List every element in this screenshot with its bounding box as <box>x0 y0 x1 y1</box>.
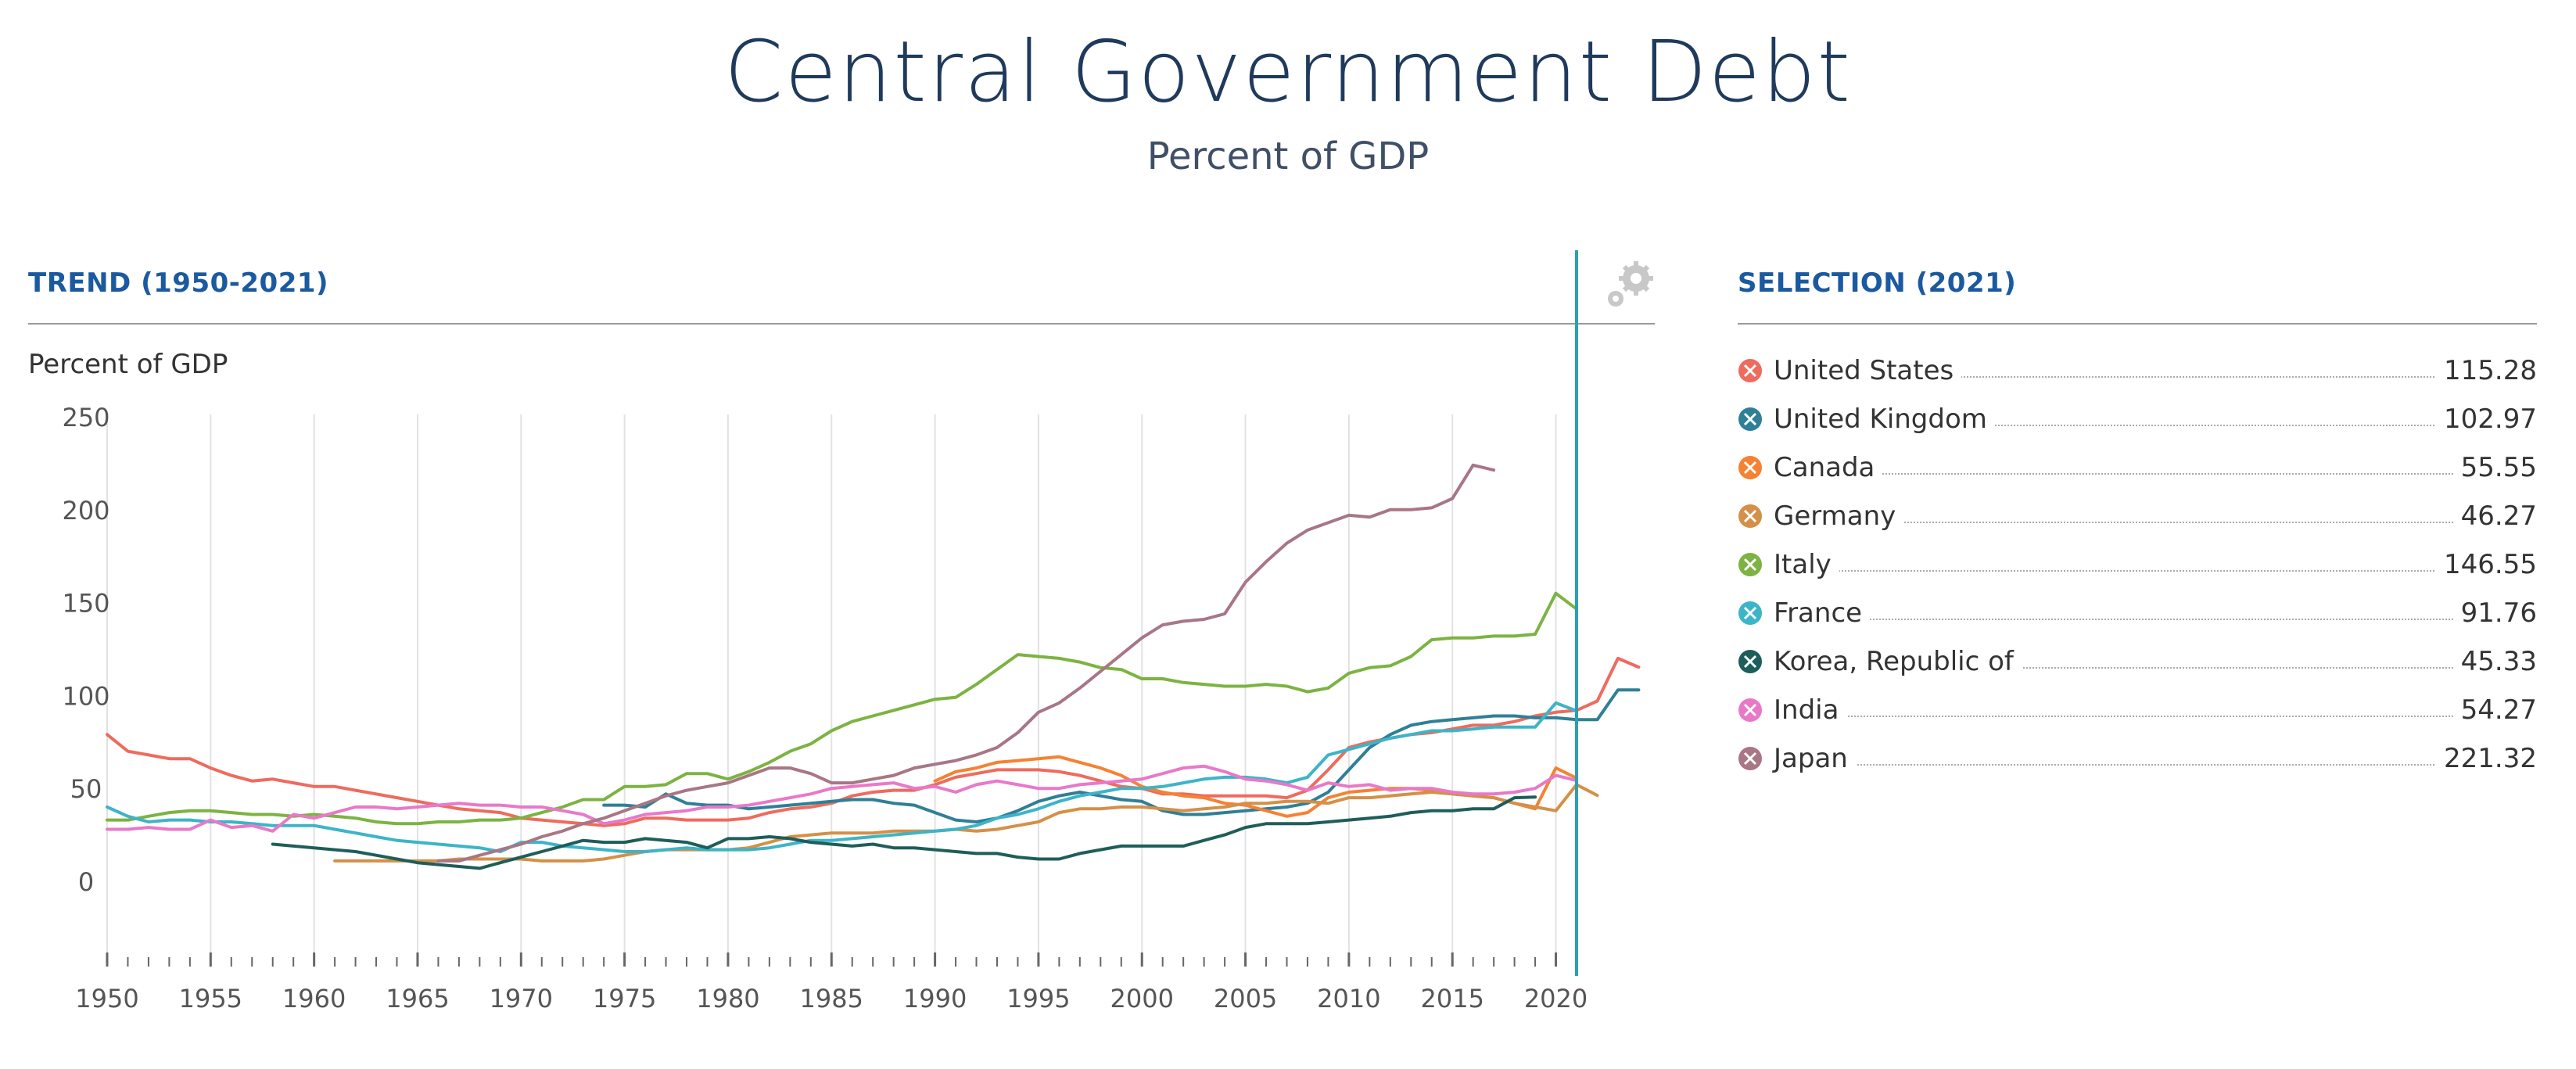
dotted-leader <box>1774 425 2537 426</box>
x-tick-label-1960: 1960 <box>282 984 346 1013</box>
series-line-united-kingdom <box>602 688 1641 823</box>
x-tick-label-2000: 2000 <box>1110 984 1174 1013</box>
x-tick-label-2020: 2020 <box>1524 984 1588 1013</box>
remove-selection-icon[interactable] <box>1738 455 1763 480</box>
x-tick-label-2005: 2005 <box>1214 984 1277 1013</box>
dotted-leader <box>1774 667 2537 669</box>
y-tick-label-200: 200 <box>62 496 109 526</box>
series-line-germany <box>333 783 1599 863</box>
dotted-leader <box>1774 473 2537 475</box>
remove-selection-icon[interactable] <box>1738 358 1763 383</box>
selection-panel-rule <box>1738 323 2537 325</box>
selection-item-germany[interactable]: Germany 46.27 <box>1738 497 2537 535</box>
selection-item-united-states[interactable]: United States 115.28 <box>1738 352 2537 389</box>
selection-value: 91.76 <box>2452 594 2537 632</box>
selection-value: 115.28 <box>2436 352 2537 389</box>
selection-country-name: United States <box>1774 352 1962 389</box>
selection-item-france[interactable]: France 91.76 <box>1738 594 2537 632</box>
chart-grid <box>106 414 1557 962</box>
selection-country-name: Canada <box>1774 449 1883 486</box>
y-tick-labels: 0 50 100 150 200 250 <box>62 403 109 897</box>
selection-item-india[interactable]: India 54.27 <box>1738 691 2537 729</box>
trend-panel-rule <box>28 323 1655 325</box>
remove-selection-icon[interactable] <box>1738 601 1763 626</box>
selection-value: 102.97 <box>2436 400 2537 438</box>
series-line-india <box>106 764 1578 833</box>
x-tick-label-2010: 2010 <box>1317 984 1380 1013</box>
remove-selection-icon[interactable] <box>1738 649 1763 674</box>
remove-selection-icon[interactable] <box>1738 407 1763 432</box>
x-tick-label-1980: 1980 <box>696 984 759 1013</box>
x-tick-label-1975: 1975 <box>593 984 656 1013</box>
selection-value: 146.55 <box>2436 546 2537 583</box>
selection-item-japan[interactable]: Japan 221.32 <box>1738 740 2537 777</box>
selection-value: 221.32 <box>2436 740 2537 777</box>
remove-selection-icon[interactable] <box>1738 698 1763 723</box>
chart-series <box>106 463 1641 870</box>
selection-item-canada[interactable]: Canada 55.55 <box>1738 449 2537 486</box>
selection-item-italy[interactable]: Italy 146.55 <box>1738 546 2537 583</box>
y-tick-label-100: 100 <box>62 681 109 711</box>
dotted-leader <box>1774 619 2537 620</box>
dotted-leader <box>1774 764 2537 766</box>
chart-title: Central Government Debt <box>724 23 1852 121</box>
selection-value: 55.55 <box>2452 449 2537 486</box>
x-tick-label-1965: 1965 <box>386 984 449 1013</box>
selection-country-name: United Kingdom <box>1774 400 1995 438</box>
selection-item-united-kingdom[interactable]: United Kingdom 102.97 <box>1738 400 2537 438</box>
chart-subtitle: Percent of GDP <box>1146 135 1430 178</box>
series-line-korea-republic-of <box>271 795 1537 870</box>
selection-value: 54.27 <box>2452 691 2537 729</box>
series-line-france <box>106 701 1578 853</box>
y-tick-label-150: 150 <box>62 589 109 619</box>
x-tick-label-1985: 1985 <box>800 984 863 1013</box>
y-tick-label-0: 0 <box>78 867 94 897</box>
x-tick-label-1950: 1950 <box>75 984 138 1013</box>
selection-country-name: Italy <box>1774 546 1839 583</box>
x-tick-label-1955: 1955 <box>179 984 242 1013</box>
selection-country-name: Japan <box>1774 740 1856 777</box>
remove-selection-icon[interactable] <box>1738 746 1763 771</box>
selection-value: 45.33 <box>2452 643 2537 680</box>
dotted-leader <box>1774 376 2537 378</box>
x-tick-label-1995: 1995 <box>1006 984 1070 1013</box>
x-tick-label-1990: 1990 <box>903 984 967 1013</box>
selection-country-name: Korea, Republic of <box>1774 643 2022 680</box>
x-tick-label-2015: 2015 <box>1420 984 1484 1013</box>
remove-selection-icon[interactable] <box>1738 552 1763 577</box>
y-axis-title: Percent of GDP <box>28 349 228 380</box>
line-chart: 0 50 100 150 200 250 1950 1955 1960 1965 1970 1975… <box>62 250 1641 1013</box>
series-line-italy <box>106 591 1578 826</box>
selection-item-korea-republic-of[interactable]: Korea, Republic of 45.33 <box>1738 643 2537 680</box>
x-axis: 1950 1955 1960 1965 1970 1975 1980 1985 1990 1995… <box>75 952 1588 1013</box>
series-line-japan <box>436 463 1496 863</box>
selection-country-name: India <box>1774 691 1847 729</box>
selection-panel-heading: SELECTION (2021) <box>1738 267 2017 299</box>
gear-icon[interactable] <box>1603 260 1655 311</box>
dotted-leader <box>1774 716 2537 717</box>
x-tick-label-1970: 1970 <box>490 984 553 1013</box>
selection-country-name: France <box>1774 594 1871 632</box>
y-tick-label-50: 50 <box>70 774 102 804</box>
selection-country-name: Germany <box>1774 497 1904 535</box>
remove-selection-icon[interactable] <box>1738 504 1763 529</box>
dotted-leader <box>1774 522 2537 523</box>
selection-value: 46.27 <box>2452 497 2537 535</box>
trend-panel-heading: TREND (1950-2021) <box>28 267 329 299</box>
y-tick-label-250: 250 <box>62 403 109 432</box>
dotted-leader <box>1774 570 2537 572</box>
